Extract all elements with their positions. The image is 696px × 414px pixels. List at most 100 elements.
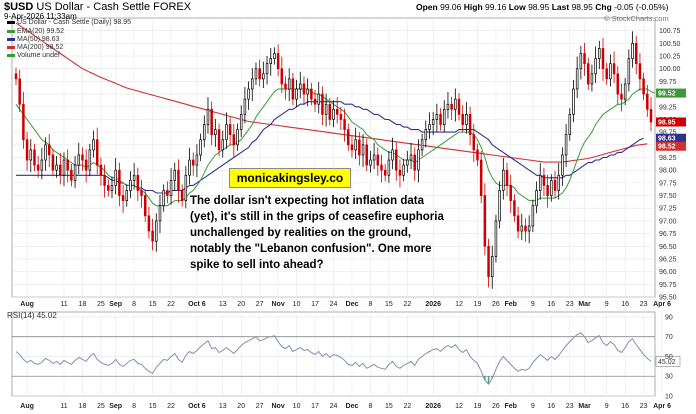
x-tick-label: 13 [219, 301, 227, 308]
candle [564, 124, 568, 168]
candle [44, 137, 47, 171]
rsi-last-label: 45.02 [658, 359, 676, 366]
candle [372, 142, 376, 170]
candle-body [605, 68, 608, 80]
candle [642, 72, 645, 101]
price-tick-label: 97.00 [659, 218, 677, 225]
candle-body [73, 164, 77, 181]
last-label: Last [551, 2, 570, 12]
x-tick-label: 27 [256, 301, 264, 308]
candle [36, 155, 40, 178]
candle-body [627, 58, 631, 85]
candle [328, 98, 332, 126]
candle-body [586, 63, 590, 85]
rsi-tick-label: 70 [665, 334, 673, 341]
candle-body [210, 108, 213, 136]
legend-main: US Dollar - Cash Settle (Daily) 98.95 [7, 19, 131, 26]
x-axis-labels: Aug Aug 11 11 18 18 25 25 Sep Sep 8 8 15 15 22 22 Oct 6 O… [20, 301, 671, 410]
price-tick-label: 99.75 [659, 79, 677, 86]
candle-body [251, 78, 254, 90]
candle-body [191, 159, 195, 166]
candle [166, 181, 169, 204]
candle-body [649, 108, 653, 123]
candle [535, 181, 538, 214]
candle-body [631, 43, 634, 59]
candle [612, 51, 616, 83]
candle [383, 164, 387, 182]
candle-body [70, 169, 73, 181]
x-tick-label: Dec [346, 301, 359, 308]
price-tick-label: 98.25 [659, 155, 677, 162]
legend-ma50-text: MA(50) 98.63 [17, 36, 60, 43]
candle-body [195, 154, 199, 166]
candle-body [509, 185, 512, 201]
candle-body [620, 93, 623, 100]
x-tick-label: 18 [79, 301, 87, 308]
candle [173, 162, 177, 191]
candle [284, 76, 287, 100]
price-tick-label: 96.00 [659, 269, 677, 276]
candle [623, 77, 627, 106]
candle-body [236, 129, 239, 146]
candle [321, 86, 324, 126]
candle [203, 115, 206, 148]
candle-body [343, 119, 346, 130]
rsi-x-tick-label: 8 [368, 403, 372, 410]
candle [502, 158, 505, 200]
rsi-x-tick-label: 15 [385, 403, 393, 410]
candle-body [162, 190, 165, 207]
candle [151, 218, 154, 251]
candle [376, 147, 380, 176]
rsi-grid [11, 311, 663, 397]
candle [291, 72, 295, 106]
candle-body [535, 190, 538, 207]
candle [81, 147, 84, 171]
rsi-x-tick-label: 26 [492, 403, 500, 410]
candle [498, 181, 501, 229]
price-tick-label: 98.75 [659, 130, 677, 137]
candle [620, 83, 623, 112]
candle [92, 130, 95, 158]
legend-ema20-text: EMA(20) 99.52 [17, 28, 65, 35]
candle [221, 130, 224, 158]
candle-body [173, 169, 177, 181]
candle-body [258, 68, 261, 80]
candle [184, 166, 188, 209]
candle-body [243, 98, 247, 115]
candle-body [612, 63, 616, 75]
candle-body [365, 144, 368, 166]
rsi-x-tick-label: 9 [605, 403, 609, 410]
candle-body [44, 144, 47, 161]
candle-body [420, 139, 424, 151]
candle-body [155, 220, 158, 242]
x-tick-label: 15 [149, 301, 157, 308]
candle [516, 206, 520, 239]
candle [609, 54, 612, 87]
candle [538, 163, 542, 200]
candle-body [62, 159, 66, 176]
price-tick-label: 97.50 [659, 193, 677, 200]
candle [251, 68, 254, 102]
low-value: 98.95 [528, 2, 550, 12]
candle-body [66, 159, 69, 171]
candle-body [561, 154, 564, 176]
ema20-line [15, 88, 655, 207]
candle [33, 143, 36, 172]
candle-body [36, 164, 40, 171]
candle-body [590, 73, 594, 85]
low-label: Low [508, 2, 526, 12]
candle-body [214, 129, 217, 136]
candle [129, 171, 132, 199]
candle-body [221, 139, 224, 151]
price-label-text: 98.95 [658, 119, 676, 126]
candle [243, 86, 247, 124]
rsi-x-tick-label: Feb [504, 403, 516, 410]
candle [413, 147, 416, 181]
candle [276, 44, 280, 77]
candle-body [395, 149, 398, 171]
candle [88, 143, 92, 177]
candle [239, 105, 243, 138]
candle-body [299, 83, 302, 90]
candle-body [428, 124, 431, 130]
candle-body [77, 154, 81, 166]
